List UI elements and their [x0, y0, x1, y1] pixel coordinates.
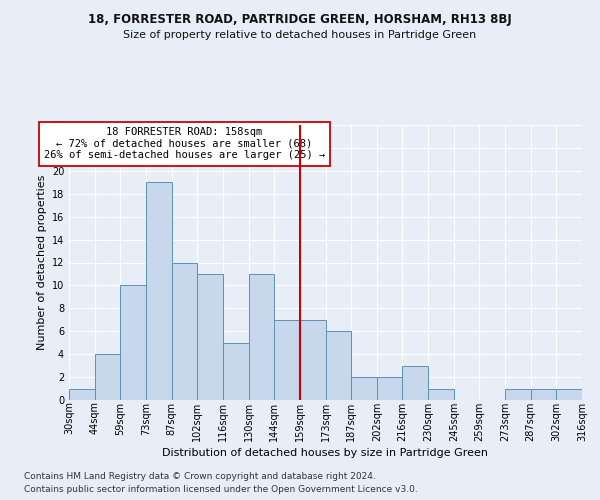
Bar — [274, 320, 300, 400]
Bar — [172, 262, 197, 400]
Bar — [556, 388, 582, 400]
Bar — [248, 274, 274, 400]
Bar — [531, 388, 556, 400]
Bar — [69, 388, 95, 400]
Text: 18 FORRESTER ROAD: 158sqm
← 72% of detached houses are smaller (68)
26% of semi-: 18 FORRESTER ROAD: 158sqm ← 72% of detac… — [44, 128, 325, 160]
Text: Size of property relative to detached houses in Partridge Green: Size of property relative to detached ho… — [124, 30, 476, 40]
Bar — [403, 366, 428, 400]
Text: Contains HM Land Registry data © Crown copyright and database right 2024.: Contains HM Land Registry data © Crown c… — [24, 472, 376, 481]
Y-axis label: Number of detached properties: Number of detached properties — [37, 175, 47, 350]
Bar — [377, 377, 403, 400]
Bar — [325, 331, 351, 400]
Bar — [505, 388, 531, 400]
Bar — [95, 354, 121, 400]
Bar — [223, 342, 248, 400]
Text: 18, FORRESTER ROAD, PARTRIDGE GREEN, HORSHAM, RH13 8BJ: 18, FORRESTER ROAD, PARTRIDGE GREEN, HOR… — [88, 12, 512, 26]
X-axis label: Distribution of detached houses by size in Partridge Green: Distribution of detached houses by size … — [163, 448, 488, 458]
Bar — [146, 182, 172, 400]
Bar — [428, 388, 454, 400]
Text: Contains public sector information licensed under the Open Government Licence v3: Contains public sector information licen… — [24, 485, 418, 494]
Bar — [351, 377, 377, 400]
Bar — [197, 274, 223, 400]
Bar — [121, 286, 146, 400]
Bar — [300, 320, 325, 400]
